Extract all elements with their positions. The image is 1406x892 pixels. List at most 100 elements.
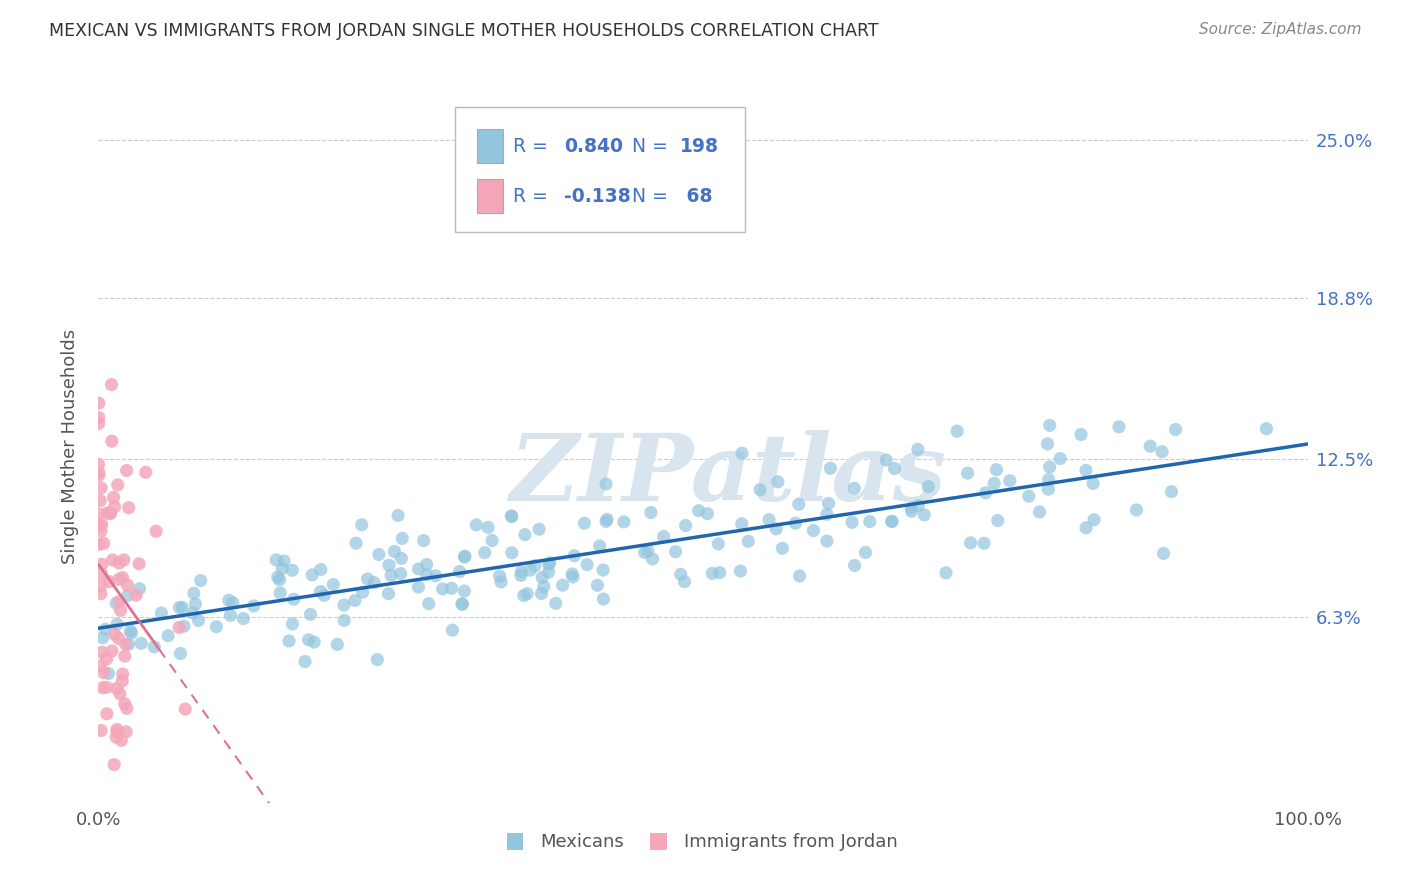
Point <box>1018 489 1040 503</box>
Point <box>1049 451 1071 466</box>
Point <box>297 632 319 647</box>
Point <box>344 536 367 550</box>
Point <box>562 570 585 584</box>
Point <box>90 481 112 495</box>
Point <box>218 593 240 607</box>
Point <box>588 539 610 553</box>
Point <box>688 504 710 518</box>
Point <box>956 466 979 480</box>
Point <box>108 573 131 587</box>
Point <box>1039 460 1062 475</box>
Point <box>537 558 560 572</box>
Point <box>408 580 430 594</box>
Point <box>87 417 110 431</box>
Point <box>510 568 533 582</box>
Point <box>115 463 138 477</box>
Point <box>104 627 127 641</box>
Text: R =: R = <box>513 136 554 156</box>
Point <box>844 558 866 573</box>
Point <box>145 524 167 539</box>
Point <box>912 508 935 522</box>
Point <box>758 513 780 527</box>
Point <box>93 536 115 550</box>
Point <box>634 545 657 559</box>
Point <box>1081 476 1104 491</box>
Point <box>90 524 112 538</box>
Point <box>935 566 957 580</box>
Point <box>232 611 254 625</box>
Point <box>664 544 686 558</box>
Point <box>983 476 1005 491</box>
Point <box>90 587 112 601</box>
Point <box>973 536 995 550</box>
FancyBboxPatch shape <box>477 179 503 213</box>
Point <box>538 556 561 570</box>
Point <box>283 592 305 607</box>
Point <box>425 568 447 582</box>
Point <box>96 681 118 695</box>
Point <box>90 517 112 532</box>
Point <box>281 617 304 632</box>
Point <box>1108 420 1130 434</box>
Point <box>322 577 344 591</box>
Point <box>418 597 440 611</box>
Point <box>309 562 332 576</box>
Point <box>108 594 131 608</box>
Point <box>595 514 617 528</box>
Point <box>501 546 523 560</box>
Point <box>101 644 124 658</box>
Point <box>242 599 264 613</box>
Legend: Mexicans, Immigrants from Jordan: Mexicans, Immigrants from Jordan <box>501 824 905 858</box>
Point <box>530 586 553 600</box>
Point <box>454 549 477 564</box>
Point <box>87 537 110 551</box>
Point <box>451 597 474 611</box>
Point <box>219 608 242 623</box>
Point <box>87 410 110 425</box>
Point <box>222 596 245 610</box>
Point <box>477 520 499 534</box>
Point <box>377 587 399 601</box>
Point <box>959 536 981 550</box>
Point <box>883 461 905 475</box>
Point <box>114 697 136 711</box>
Point <box>273 554 295 568</box>
Point <box>105 681 128 696</box>
Point <box>974 486 997 500</box>
Point <box>384 544 406 558</box>
Point <box>501 509 523 524</box>
Point <box>465 517 488 532</box>
Point <box>90 566 112 581</box>
Point <box>987 514 1010 528</box>
Point <box>998 474 1021 488</box>
Point <box>269 573 291 587</box>
Point <box>637 544 659 558</box>
Point <box>87 466 110 480</box>
Point <box>108 687 131 701</box>
Point <box>87 507 110 521</box>
Point <box>350 517 373 532</box>
Point <box>533 580 555 594</box>
Point <box>169 600 191 615</box>
Point <box>731 516 754 531</box>
Point <box>87 468 110 483</box>
Point <box>907 442 929 457</box>
Point <box>696 507 718 521</box>
Point <box>121 626 143 640</box>
Point <box>1038 473 1060 487</box>
Point <box>513 589 536 603</box>
Point <box>595 477 617 491</box>
Point <box>117 589 139 603</box>
Point <box>561 566 583 581</box>
Point <box>111 673 134 688</box>
Point <box>882 515 904 529</box>
Point <box>789 569 811 583</box>
Text: MEXICAN VS IMMIGRANTS FROM JORDAN SINGLE MOTHER HOUSEHOLDS CORRELATION CHART: MEXICAN VS IMMIGRANTS FROM JORDAN SINGLE… <box>49 22 879 40</box>
Point <box>343 593 366 607</box>
Point <box>108 556 131 570</box>
Point <box>111 667 134 681</box>
Point <box>389 566 412 581</box>
Point <box>855 545 877 559</box>
Point <box>94 622 117 636</box>
Point <box>93 665 115 680</box>
